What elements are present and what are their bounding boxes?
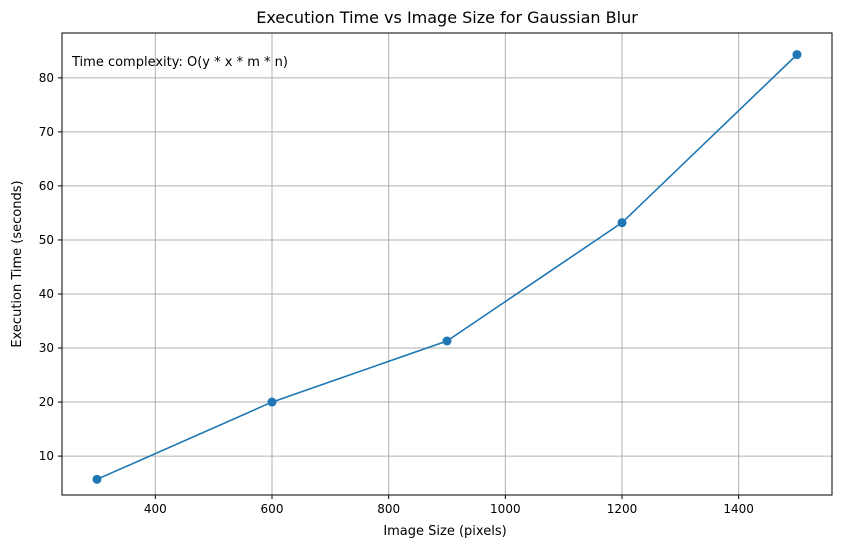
y-tick-label: 70 [39, 125, 54, 139]
x-tick-label: 1400 [723, 502, 754, 516]
chart-title: Execution Time vs Image Size for Gaussia… [256, 8, 638, 27]
y-tick-label: 20 [39, 395, 54, 409]
data-point [792, 50, 802, 60]
data-point [92, 474, 102, 484]
x-tick-label: 600 [261, 502, 284, 516]
y-tick-label: 50 [39, 233, 54, 247]
annotation-text: Time complexity: O(y * x * m * n) [71, 55, 288, 70]
y-tick-label: 30 [39, 341, 54, 355]
x-tick-label: 1200 [607, 502, 638, 516]
y-axis-title: Execution Time (seconds) [10, 180, 25, 347]
y-tick-label: 10 [39, 449, 54, 463]
x-tick-label: 400 [144, 502, 167, 516]
ticks-layer: 400 600 800 1000 1200 1400 10 20 30 40 50 60 70 80 [39, 71, 754, 516]
y-tick-label: 40 [39, 287, 54, 301]
x-tick-label: 1000 [490, 502, 521, 516]
plot-area [62, 33, 832, 495]
x-tick-label: 800 [377, 502, 400, 516]
y-tick-label: 60 [39, 179, 54, 193]
series-layer [92, 50, 802, 484]
plot-frame [61, 32, 833, 496]
x-axis-title: Image Size (pixels) [383, 524, 506, 539]
data-point [267, 397, 277, 407]
data-point [442, 336, 452, 346]
data-point [617, 218, 627, 228]
y-tick-label: 80 [39, 71, 54, 85]
